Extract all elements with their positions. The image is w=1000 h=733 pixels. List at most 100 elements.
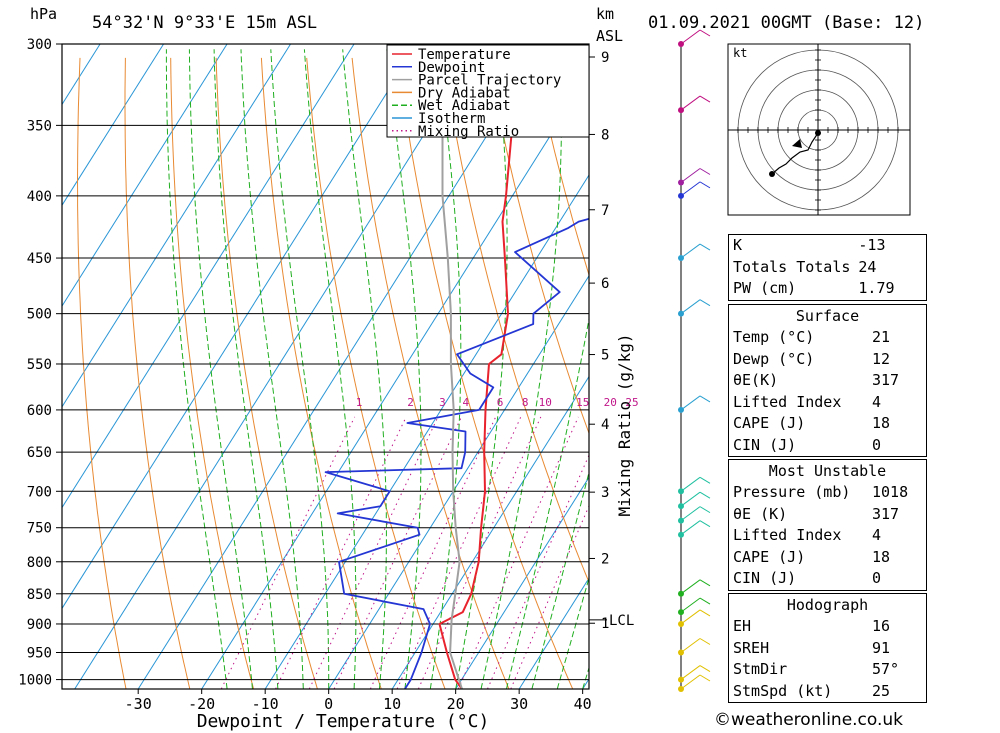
- surface-row: θE(K) 317: [729, 370, 926, 392]
- surface-value: 0: [872, 435, 882, 454]
- most-unstable-label: θE (K): [733, 504, 788, 523]
- mixing-ratio-line: [396, 416, 522, 689]
- legend-label: Parcel Trajectory: [418, 73, 561, 89]
- most-unstable-value: 18: [872, 547, 891, 566]
- x-tick-label: -30: [125, 695, 152, 713]
- isotherm-line: [62, 44, 355, 509]
- most-unstable-value: 0: [872, 569, 882, 587]
- mixing-ratio-label: 1: [356, 396, 363, 409]
- wet-adiabat-line: [480, 49, 562, 689]
- y2-axis-label: Mixing Ratio (g/kg): [615, 333, 634, 516]
- wind-barb-flag: [699, 243, 711, 251]
- hodograph-stat-value: 16: [872, 617, 891, 635]
- mixing-ratio-label: 10: [539, 396, 552, 409]
- km-tick-label: 4: [601, 417, 609, 433]
- mixing-ratio-label: 3: [439, 396, 446, 409]
- hodograph-trace: [771, 132, 819, 175]
- km-tick-label: 8: [601, 127, 609, 143]
- km-tick-label: 5: [601, 348, 609, 364]
- surface-label: CIN (J): [733, 435, 797, 454]
- pressure-tick-label: 500: [27, 307, 52, 323]
- surface-title: Surface: [795, 307, 860, 325]
- surface-value: 21: [872, 328, 891, 346]
- x-tick-label: 30: [510, 695, 528, 713]
- pressure-tick-label: 550: [27, 357, 52, 373]
- mixing-ratio-label: 2: [407, 396, 414, 409]
- dry-adiabat-line: [987, 58, 1000, 689]
- wind-barb: [680, 299, 701, 315]
- storm-motion-arrow-icon: [792, 139, 802, 148]
- pressure-tick-label: 700: [27, 484, 52, 500]
- surface-value: 18: [872, 414, 891, 432]
- index-row: PW (cm) 1.79: [729, 278, 926, 300]
- pressure-tick-label: 300: [27, 37, 52, 53]
- copyright-text[interactable]: ©weatheronline.co.uk: [714, 710, 904, 730]
- mixing-ratio-line: [369, 416, 497, 689]
- dry-adiabat-line: [396, 57, 574, 689]
- indices-table: K -13 Totals Totals 24 PW (cm) 1.79: [728, 234, 927, 301]
- wet-adiabat-line: [165, 49, 228, 689]
- pressure-tick-label: 1000: [18, 673, 52, 689]
- mixing-ratio-label: 20: [604, 396, 617, 409]
- pressure-tick-label: 950: [27, 646, 52, 662]
- wind-barb: [680, 674, 701, 690]
- wind-barb-flag: [699, 506, 711, 514]
- wind-barb-flag: [699, 476, 711, 484]
- surface-label: Lifted Index: [733, 392, 842, 411]
- wind-barb: [680, 395, 701, 411]
- index-label: PW (cm): [733, 279, 797, 297]
- hodograph-stat-label: SREH: [733, 638, 770, 657]
- hodograph-stat-row: SREH 91: [729, 638, 926, 660]
- hodograph-end-dot: [769, 171, 775, 177]
- hodograph-stat-label: StmSpd (kt): [733, 681, 833, 700]
- x-axis-label: Dewpoint / Temperature (°C): [197, 711, 490, 732]
- legend-label: Isotherm: [418, 111, 485, 127]
- most-unstable-section: Most Unstable Pressure (mb) 1018 θE (K) 317…: [728, 459, 927, 591]
- index-row: Totals Totals 24: [729, 257, 926, 279]
- wet-adiabat-line: [556, 576, 589, 689]
- hodograph-stat-row: StmSpd (kt) 25: [729, 681, 926, 703]
- surface-row: CIN (J) 0: [729, 435, 926, 457]
- surface-row: Dewp (°C) 12: [729, 349, 926, 371]
- hodograph-unit-label: kt: [733, 46, 747, 60]
- legend-label: Wet Adiabat: [418, 98, 511, 114]
- most-unstable-title: Most Unstable: [768, 462, 887, 480]
- km-tick-label: 9: [601, 50, 609, 66]
- wet-adiabat-line: [386, 49, 422, 689]
- most-unstable-row: θE (K) 317: [729, 504, 926, 526]
- index-row: K -13: [729, 235, 926, 257]
- plot-frame: [61, 43, 590, 690]
- surface-row: Temp (°C) 21: [729, 327, 926, 349]
- mixing-ratio-line: [510, 504, 589, 689]
- dry-adiabat-line: [442, 57, 589, 584]
- surface-section: Surface Temp (°C) 21 Dewp (°C) 12 θE(K) 317 Li…: [728, 304, 927, 457]
- wind-barb-flag: [699, 95, 711, 103]
- pressure-tick-label: 850: [27, 587, 52, 603]
- isotherm-line: [137, 44, 545, 689]
- legend-label: Dry Adiabat: [418, 85, 511, 101]
- wind-barb: [680, 638, 701, 653]
- wind-barb: [680, 520, 701, 536]
- wet-adiabat-line: [213, 49, 279, 689]
- isotherm-line: [328, 274, 589, 689]
- wet-adiabat-line: [506, 316, 589, 689]
- hodograph-title: Hodograph: [786, 596, 869, 614]
- km-tick-label: 7: [601, 203, 609, 219]
- wet-adiabat-line: [455, 49, 508, 689]
- pressure-tick-label: 450: [27, 251, 52, 267]
- km-tick-label: 6: [601, 276, 609, 292]
- wind-barb: [680, 168, 701, 183]
- km-label: km: [596, 5, 615, 23]
- series-temperature-line: [438, 44, 514, 689]
- wet-adiabat-line: [342, 49, 387, 689]
- hodograph-stat-value: 57°: [872, 660, 900, 678]
- isotherm-line: [518, 577, 589, 689]
- isotherm-line: [62, 44, 165, 207]
- series-parcel-trajectory-line: [441, 44, 463, 689]
- index-value: 24: [858, 257, 877, 276]
- wind-barb-flag: [699, 520, 711, 528]
- pressure-tick-label: 600: [27, 403, 52, 419]
- wind-barb-flag: [699, 299, 711, 307]
- most-unstable-value: 1018: [872, 483, 909, 501]
